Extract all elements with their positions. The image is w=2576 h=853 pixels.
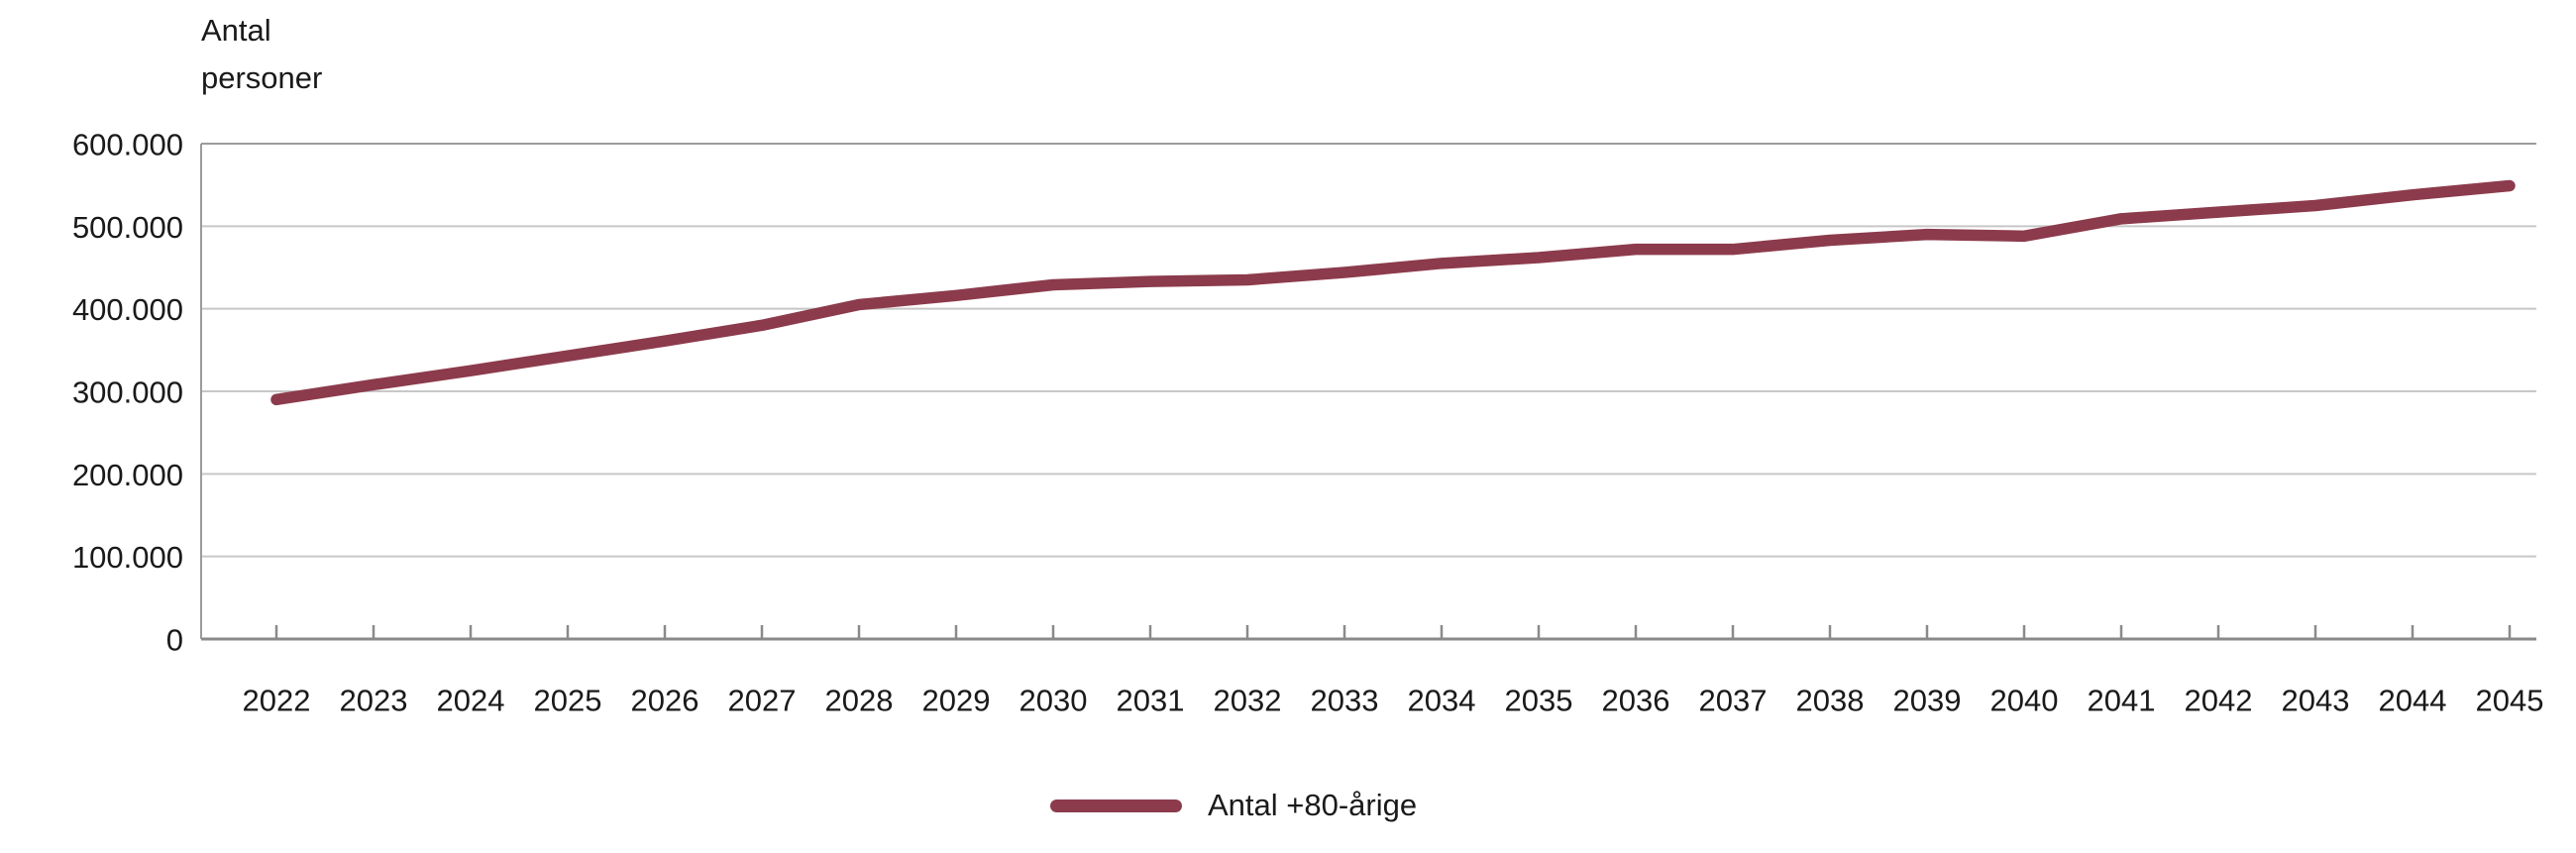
x-tick-label: 2029 (922, 684, 991, 718)
y-tick-label: 400.000 (72, 292, 183, 327)
y-tick-label: 0 (166, 623, 183, 658)
x-tick-label: 2045 (2476, 684, 2544, 718)
x-tick-label: 2038 (1796, 684, 1865, 718)
x-tick-label: 2033 (1311, 684, 1379, 718)
legend-line-swatch (1050, 799, 1182, 812)
x-tick-label: 2040 (1990, 684, 2059, 718)
y-tick-label: 500.000 (72, 210, 183, 245)
x-tick-label: 2028 (825, 684, 894, 718)
x-tick-label: 2024 (437, 684, 505, 718)
x-tick-label: 2034 (1408, 684, 1476, 718)
x-tick-label: 2023 (340, 684, 408, 718)
chart-legend: Antal +80-årige (1050, 788, 1418, 822)
x-tick-label: 2031 (1117, 684, 1185, 718)
y-tick-label: 100.000 (72, 540, 183, 575)
x-tick-label: 2041 (2088, 684, 2156, 718)
x-tick-label: 2039 (1893, 684, 1962, 718)
x-tick-label: 2042 (2185, 684, 2253, 718)
x-tick-label: 2025 (534, 684, 602, 718)
x-tick-label: 2030 (1020, 684, 1088, 718)
y-axis-title-line-2: personer (201, 60, 323, 95)
x-tick-label: 2026 (631, 684, 699, 718)
x-tick-label: 2044 (2379, 684, 2447, 718)
series-line (270, 179, 2516, 406)
x-tick-label: 2037 (1699, 684, 1768, 718)
x-tick-label: 2036 (1602, 684, 1670, 718)
x-tick-label: 2043 (2282, 684, 2350, 718)
x-tick-label: 2035 (1505, 684, 1573, 718)
y-tick-label: 200.000 (72, 458, 183, 492)
legend-label: Antal +80-årige (1208, 788, 1418, 822)
y-axis-title-line-1: Antal (201, 13, 271, 48)
x-tick-label: 2022 (243, 684, 311, 718)
y-tick-label: 300.000 (72, 375, 183, 410)
y-tick-label: 600.000 (72, 128, 183, 162)
x-tick-label: 2032 (1214, 684, 1282, 718)
y-axis-title: Antal personer (201, 7, 322, 102)
x-tick-label: 2027 (728, 684, 797, 718)
